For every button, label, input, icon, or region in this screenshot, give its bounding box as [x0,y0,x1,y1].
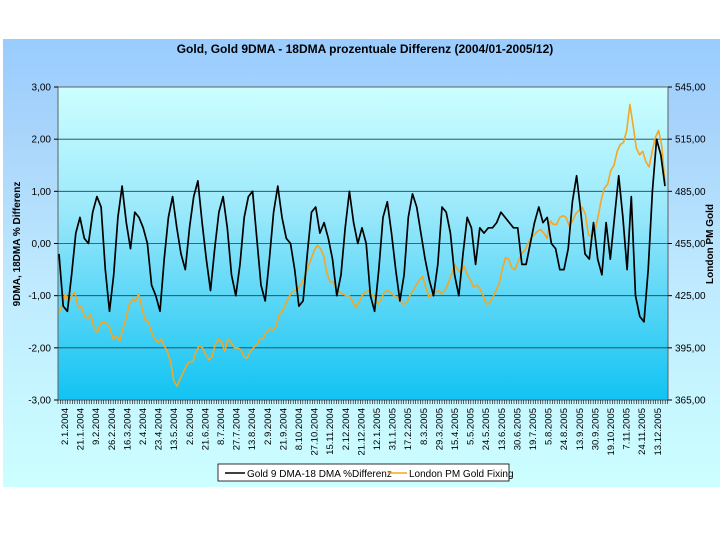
x-tick-label: 8.10.2004 [294,408,305,450]
x-tick-label: 17.2.2005 [403,408,414,450]
x-tick-label: 31.1.2005 [388,408,399,450]
y2-axis-label: London PM Gold [705,204,716,284]
x-tick-label: 29.3.2005 [434,408,445,450]
x-tick-label: 8.3.2005 [419,408,430,445]
legend: Gold 9 DMA-18 DMA %Differenz London PM G… [217,463,514,482]
y2-tick-label: 455,00 [675,239,706,250]
y-tick-label: 1,00 [32,187,52,198]
y-tick-label: -3,00 [28,396,51,407]
y-axis-left: 3,00 2,00 1,00 0,00 -1,00 -2,00 -3,00 [28,83,58,407]
x-tick-label: 9.2.2004 [91,408,102,445]
series-london-pm-gold-line [58,103,666,387]
legend-label-gold-diff: Gold 9 DMA-18 DMA %Differenz [247,469,392,480]
x-tick-label: 13.12.2005 [653,408,664,456]
series-layer [58,103,666,387]
y-tick-label: 2,00 [32,135,52,146]
y-tick-label: -2,00 [28,343,51,354]
x-tick-label: 13.6.2005 [497,408,508,450]
y-axis-right: 545,00 515,00 485,00 455,00 425,00 395,00 365,… [668,83,706,407]
x-tick-label: 21.1.2004 [76,408,87,450]
x-tick-label: 5.8.2005 [544,408,555,445]
x-tick-label: 2.6.2004 [185,408,196,445]
x-tick-label: 21.9.2004 [278,408,289,450]
legend-label-london-pm: London PM Gold Fixing [409,469,514,480]
x-tick-label: 12.1.2005 [372,408,383,450]
y-tick-label: -1,00 [28,291,51,302]
x-tick-label: 19.10.2005 [606,408,617,456]
y2-tick-label: 515,00 [675,135,706,146]
x-tick-label: 13.9.2005 [575,408,586,450]
x-tick-label: 27.10.2004 [310,408,321,456]
chart-container: Gold, Gold 9DMA - 18DMA prozentuale Diff… [3,39,720,487]
x-tick-label: 30.6.2005 [512,408,523,450]
y2-tick-label: 365,00 [675,396,706,407]
x-tick-label: 8.7.2004 [216,408,227,445]
chart-title: Gold, Gold 9DMA - 18DMA prozentuale Diff… [177,42,554,56]
y2-tick-label: 395,00 [675,343,706,354]
y-tick-label: 0,00 [32,239,52,250]
x-tick-label: 2.9.2004 [263,408,274,445]
x-tick-label: 5.5.2005 [466,408,477,445]
x-tick-label: 19.7.2005 [528,408,539,450]
y2-tick-label: 485,00 [675,187,706,198]
x-tick-label: 13.5.2004 [169,408,180,450]
x-tick-label: 7.11.2005 [622,408,633,450]
x-tick-label: 26.2.2004 [107,408,118,450]
y-axis-label: 9DMA, 18DMA % Differenz [12,182,23,307]
x-tick-label: 2.1.2004 [60,408,71,445]
x-tick-label: 23.4.2004 [154,408,165,450]
x-tick-label: 24.5.2005 [481,408,492,450]
x-tick-label: 24.11.2005 [637,408,648,455]
x-tick-label: 24.8.2005 [559,408,570,450]
x-tick-label: 21.12.2004 [356,408,367,456]
y2-tick-label: 545,00 [675,83,706,94]
x-tick-label: 16.3.2004 [122,408,133,450]
x-tick-label: 21.6.2004 [200,408,211,450]
y2-tick-label: 425,00 [675,291,706,302]
x-axis: 2.1.2004 21.1.2004 9.2.2004 26.2.2004 16.3.2… [57,400,668,456]
x-tick-label: 30.9.2005 [590,408,601,450]
y-tick-label: 3,00 [32,83,52,94]
legend-box [217,463,510,482]
chart: Gold, Gold 9DMA - 18DMA prozentuale Diff… [12,42,716,482]
series-gold-dma-diff-line [58,138,666,323]
gridlines [58,138,668,349]
x-tick-label: 15.4.2005 [450,408,461,450]
x-tick-label: 27.7.2004 [232,408,243,450]
x-tick-label: 15.11.2004 [325,408,336,455]
x-tick-label: 2.4.2004 [138,408,149,445]
x-tick-label: 13.8.2004 [247,408,258,450]
x-tick-label: 2.12.2004 [341,408,352,450]
